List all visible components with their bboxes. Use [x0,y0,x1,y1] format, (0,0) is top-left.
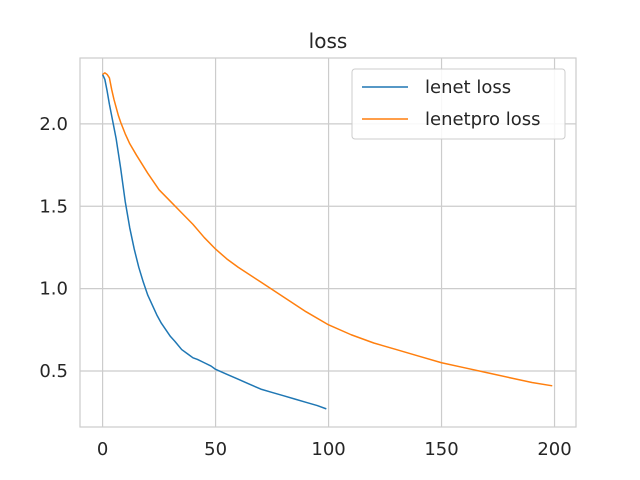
legend: lenet loss lenetpro loss [351,68,566,140]
series-lines [101,72,553,410]
legend-label-lenet: lenet loss [425,77,511,98]
legend-label-lenetpro: lenetpro loss [425,109,541,130]
x-tick-label: 100 [311,439,345,460]
y-tick-label: 0.5 [39,361,68,382]
x-tick-label: 0 [97,439,108,460]
x-tick-label: 150 [424,439,458,460]
tick-labels: 0 50 100 150 200 0.5 1.0 1.5 2.0 [39,114,571,460]
x-tick-label: 200 [537,439,571,460]
x-tick-label: 50 [204,439,227,460]
y-tick-label: 2.0 [39,114,68,135]
series-line-lenetpro [102,72,553,387]
series-line-lenet [101,74,327,410]
y-tick-label: 1.5 [39,196,68,217]
y-tick-label: 1.0 [39,279,68,300]
chart-title: loss [309,29,348,53]
plot-frame [79,57,577,428]
